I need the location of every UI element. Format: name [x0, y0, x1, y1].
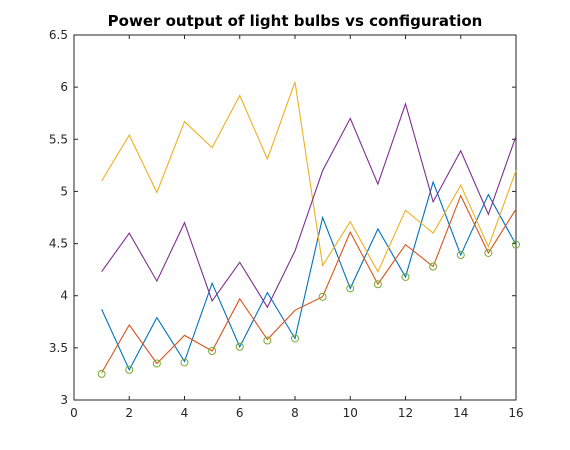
axis-ticks: 0 2 4 6 8 10 12 14 16 3 3.5 4 4.5 5 5.5 6 6.5: [49, 28, 524, 420]
series-lines: [101, 81, 517, 374]
data-point: [373, 280, 382, 289]
y-tick-label: 3.5: [49, 341, 68, 355]
data-point: [180, 358, 189, 367]
y-tick-label: 6.5: [49, 28, 68, 42]
data-point: [401, 272, 410, 281]
data-point: [429, 262, 438, 271]
series-line-4: [101, 101, 517, 309]
data-point: [152, 359, 161, 368]
data-point: [456, 251, 465, 260]
y-tick-label: 6: [60, 80, 68, 94]
data-point: [291, 334, 299, 343]
data-point: [208, 346, 217, 355]
x-tick-label: 6: [236, 406, 244, 420]
data-point: [235, 342, 244, 351]
series-line-1: [101, 180, 517, 372]
y-tick-label: 5.5: [49, 132, 68, 146]
x-tick-label: 2: [125, 406, 133, 420]
data-point: [484, 248, 493, 257]
y-tick-label: 5: [60, 184, 68, 198]
plot-area: [73, 34, 517, 401]
series-line-3: [101, 81, 517, 273]
x-tick-label: 14: [453, 406, 468, 420]
data-point: [97, 369, 106, 378]
data-point: [346, 284, 355, 293]
data-point: [318, 292, 327, 301]
series-line-2: [101, 194, 517, 374]
chart-title: Power output of light bulbs vs configura…: [108, 12, 483, 30]
data-point: [263, 336, 272, 345]
y-tick-label: 4: [60, 289, 68, 303]
x-tick-label: 12: [398, 406, 413, 420]
series-markers: [97, 240, 520, 378]
x-tick-label: 0: [70, 406, 78, 420]
y-tick-label: 3: [60, 393, 68, 407]
data-point: [512, 240, 520, 249]
data-point: [125, 365, 134, 374]
x-tick-label: 4: [181, 406, 189, 420]
x-tick-label: 8: [291, 406, 299, 420]
y-tick-label: 4.5: [49, 237, 68, 251]
x-tick-label: 10: [343, 406, 358, 420]
x-tick-label: 16: [508, 406, 523, 420]
